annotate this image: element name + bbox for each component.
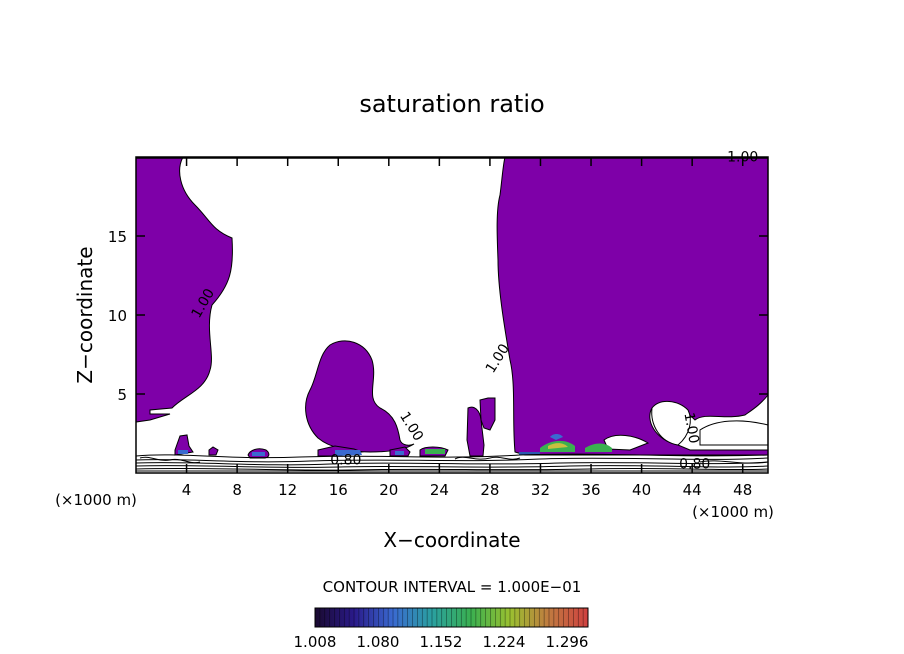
- contour-line: [699, 460, 769, 464]
- contour-line: [139, 456, 201, 464]
- plot-area: 1.001.001.00 1.001.000.80 0.80 4 8 12 16 20 24 2…: [108, 150, 769, 499]
- x-axis-label: X−coordinate: [383, 528, 520, 552]
- colorbar: 1.008 1.080 1.152 1.224 1.296: [294, 607, 589, 651]
- high-saturation-patch: [585, 443, 612, 452]
- colorbar-tick-label: 1.080: [357, 633, 400, 651]
- high-saturation-patch: [252, 452, 265, 456]
- colorbar-stripes: [314, 608, 589, 627]
- contour-label: 0.80: [330, 452, 361, 468]
- supersaturation-region: [305, 340, 415, 453]
- x-tick-label: 28: [480, 481, 499, 499]
- high-saturation-patch: [335, 450, 362, 456]
- x-tick-label: 4: [182, 481, 192, 499]
- y-axis-ticks: 5 10 15: [108, 228, 768, 404]
- contour-line: [135, 457, 769, 463]
- y-tick-label: 10: [108, 307, 127, 325]
- x-units-right: (×1000 m): [692, 503, 774, 521]
- contour-line: [454, 456, 521, 460]
- contour-line: [135, 453, 769, 459]
- supersaturation-fill: [135, 156, 769, 459]
- colorbar-tick-label: 1.224: [483, 633, 526, 651]
- x-tick-label: 12: [278, 481, 297, 499]
- x-axis-ticks: 4 8 12 16 20 24 28 32 36 40 44 48: [182, 157, 752, 499]
- contour-interval-label: CONTOUR INTERVAL = 1.000E−01: [323, 578, 582, 596]
- x-tick-label: 40: [632, 481, 651, 499]
- y-axis-label: Z−coordinate: [73, 246, 97, 383]
- x-tick-label: 20: [379, 481, 398, 499]
- x-tick-label: 8: [232, 481, 242, 499]
- subsaturated-hole: [699, 420, 769, 446]
- high-saturation-patch: [425, 449, 445, 454]
- high-saturation-patch: [395, 451, 404, 455]
- x-tick-label: 48: [733, 481, 752, 499]
- colorbar-tick-label: 1.296: [546, 633, 589, 651]
- colorbar-tick-label: 1.152: [420, 633, 463, 651]
- supersaturation-region: [208, 446, 219, 456]
- subsaturated-hole: [651, 401, 691, 446]
- supersaturation-region: [479, 397, 496, 431]
- contour-line: [135, 461, 769, 466]
- contour-label: 1.00: [680, 411, 701, 444]
- contour-line: [135, 467, 769, 471]
- supersaturation-region: [496, 156, 769, 456]
- supersaturation-region: [466, 406, 485, 457]
- y-tick-label: 15: [108, 228, 127, 246]
- contour-label: 0.80: [679, 456, 710, 472]
- high-saturation-patch: [178, 450, 188, 454]
- subsaturated-hole: [603, 434, 650, 451]
- supersaturation-region: [135, 156, 233, 423]
- colorbar-tick-labels: 1.008 1.080 1.152 1.224 1.296: [294, 633, 589, 651]
- high-saturation-patches: [178, 434, 612, 456]
- x-tick-label: 24: [430, 481, 449, 499]
- x-units-left: (×1000 m): [55, 491, 137, 509]
- high-saturation-patch: [548, 443, 568, 449]
- x-tick-label: 36: [581, 481, 600, 499]
- x-tick-label: 32: [531, 481, 550, 499]
- colorbar-frame: [314, 607, 589, 628]
- x-tick-label: 44: [683, 481, 702, 499]
- chart-title: saturation ratio: [359, 90, 544, 118]
- x-tick-label: 16: [329, 481, 348, 499]
- colorbar-tick-label: 1.008: [294, 633, 337, 651]
- high-saturation-patch: [550, 434, 563, 440]
- contour-line: [135, 465, 769, 468]
- contour-label: 1.00: [396, 409, 426, 444]
- y-tick-label: 5: [117, 386, 127, 404]
